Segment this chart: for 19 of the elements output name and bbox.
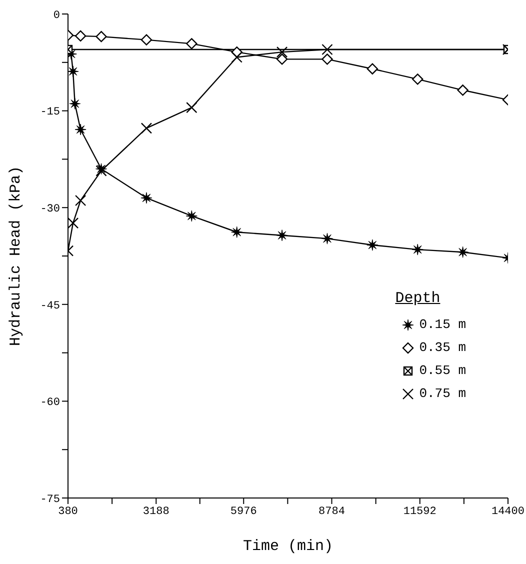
y-tick-label: -15	[40, 106, 60, 119]
legend-title: Depth	[395, 290, 442, 307]
x-tick-label: 380	[58, 506, 78, 518]
legend-label: 0.75 m	[419, 386, 466, 401]
y-tick-label: -60	[40, 397, 60, 410]
y-tick-label: -30	[40, 204, 60, 216]
x-axis-title: Time (min)	[242, 538, 334, 555]
x-tick-label: 8784	[318, 506, 346, 518]
y-tick-label: -75	[40, 494, 60, 506]
x-tick-label: 11592	[403, 506, 436, 518]
legend-label: 0.35 m	[419, 340, 466, 355]
x-tick-label: 5976	[230, 506, 257, 518]
y-axis-title: Hydraulic Head (kPa)	[7, 166, 24, 346]
legend-label: 0.55 m	[419, 363, 466, 378]
x-tick-label: 14400	[491, 506, 525, 518]
x-tick-label: 3188	[142, 506, 170, 518]
legend-label: 0.15 m	[419, 317, 466, 332]
y-tick-label: -45	[40, 300, 60, 312]
y-tick-label: 0	[53, 10, 60, 22]
